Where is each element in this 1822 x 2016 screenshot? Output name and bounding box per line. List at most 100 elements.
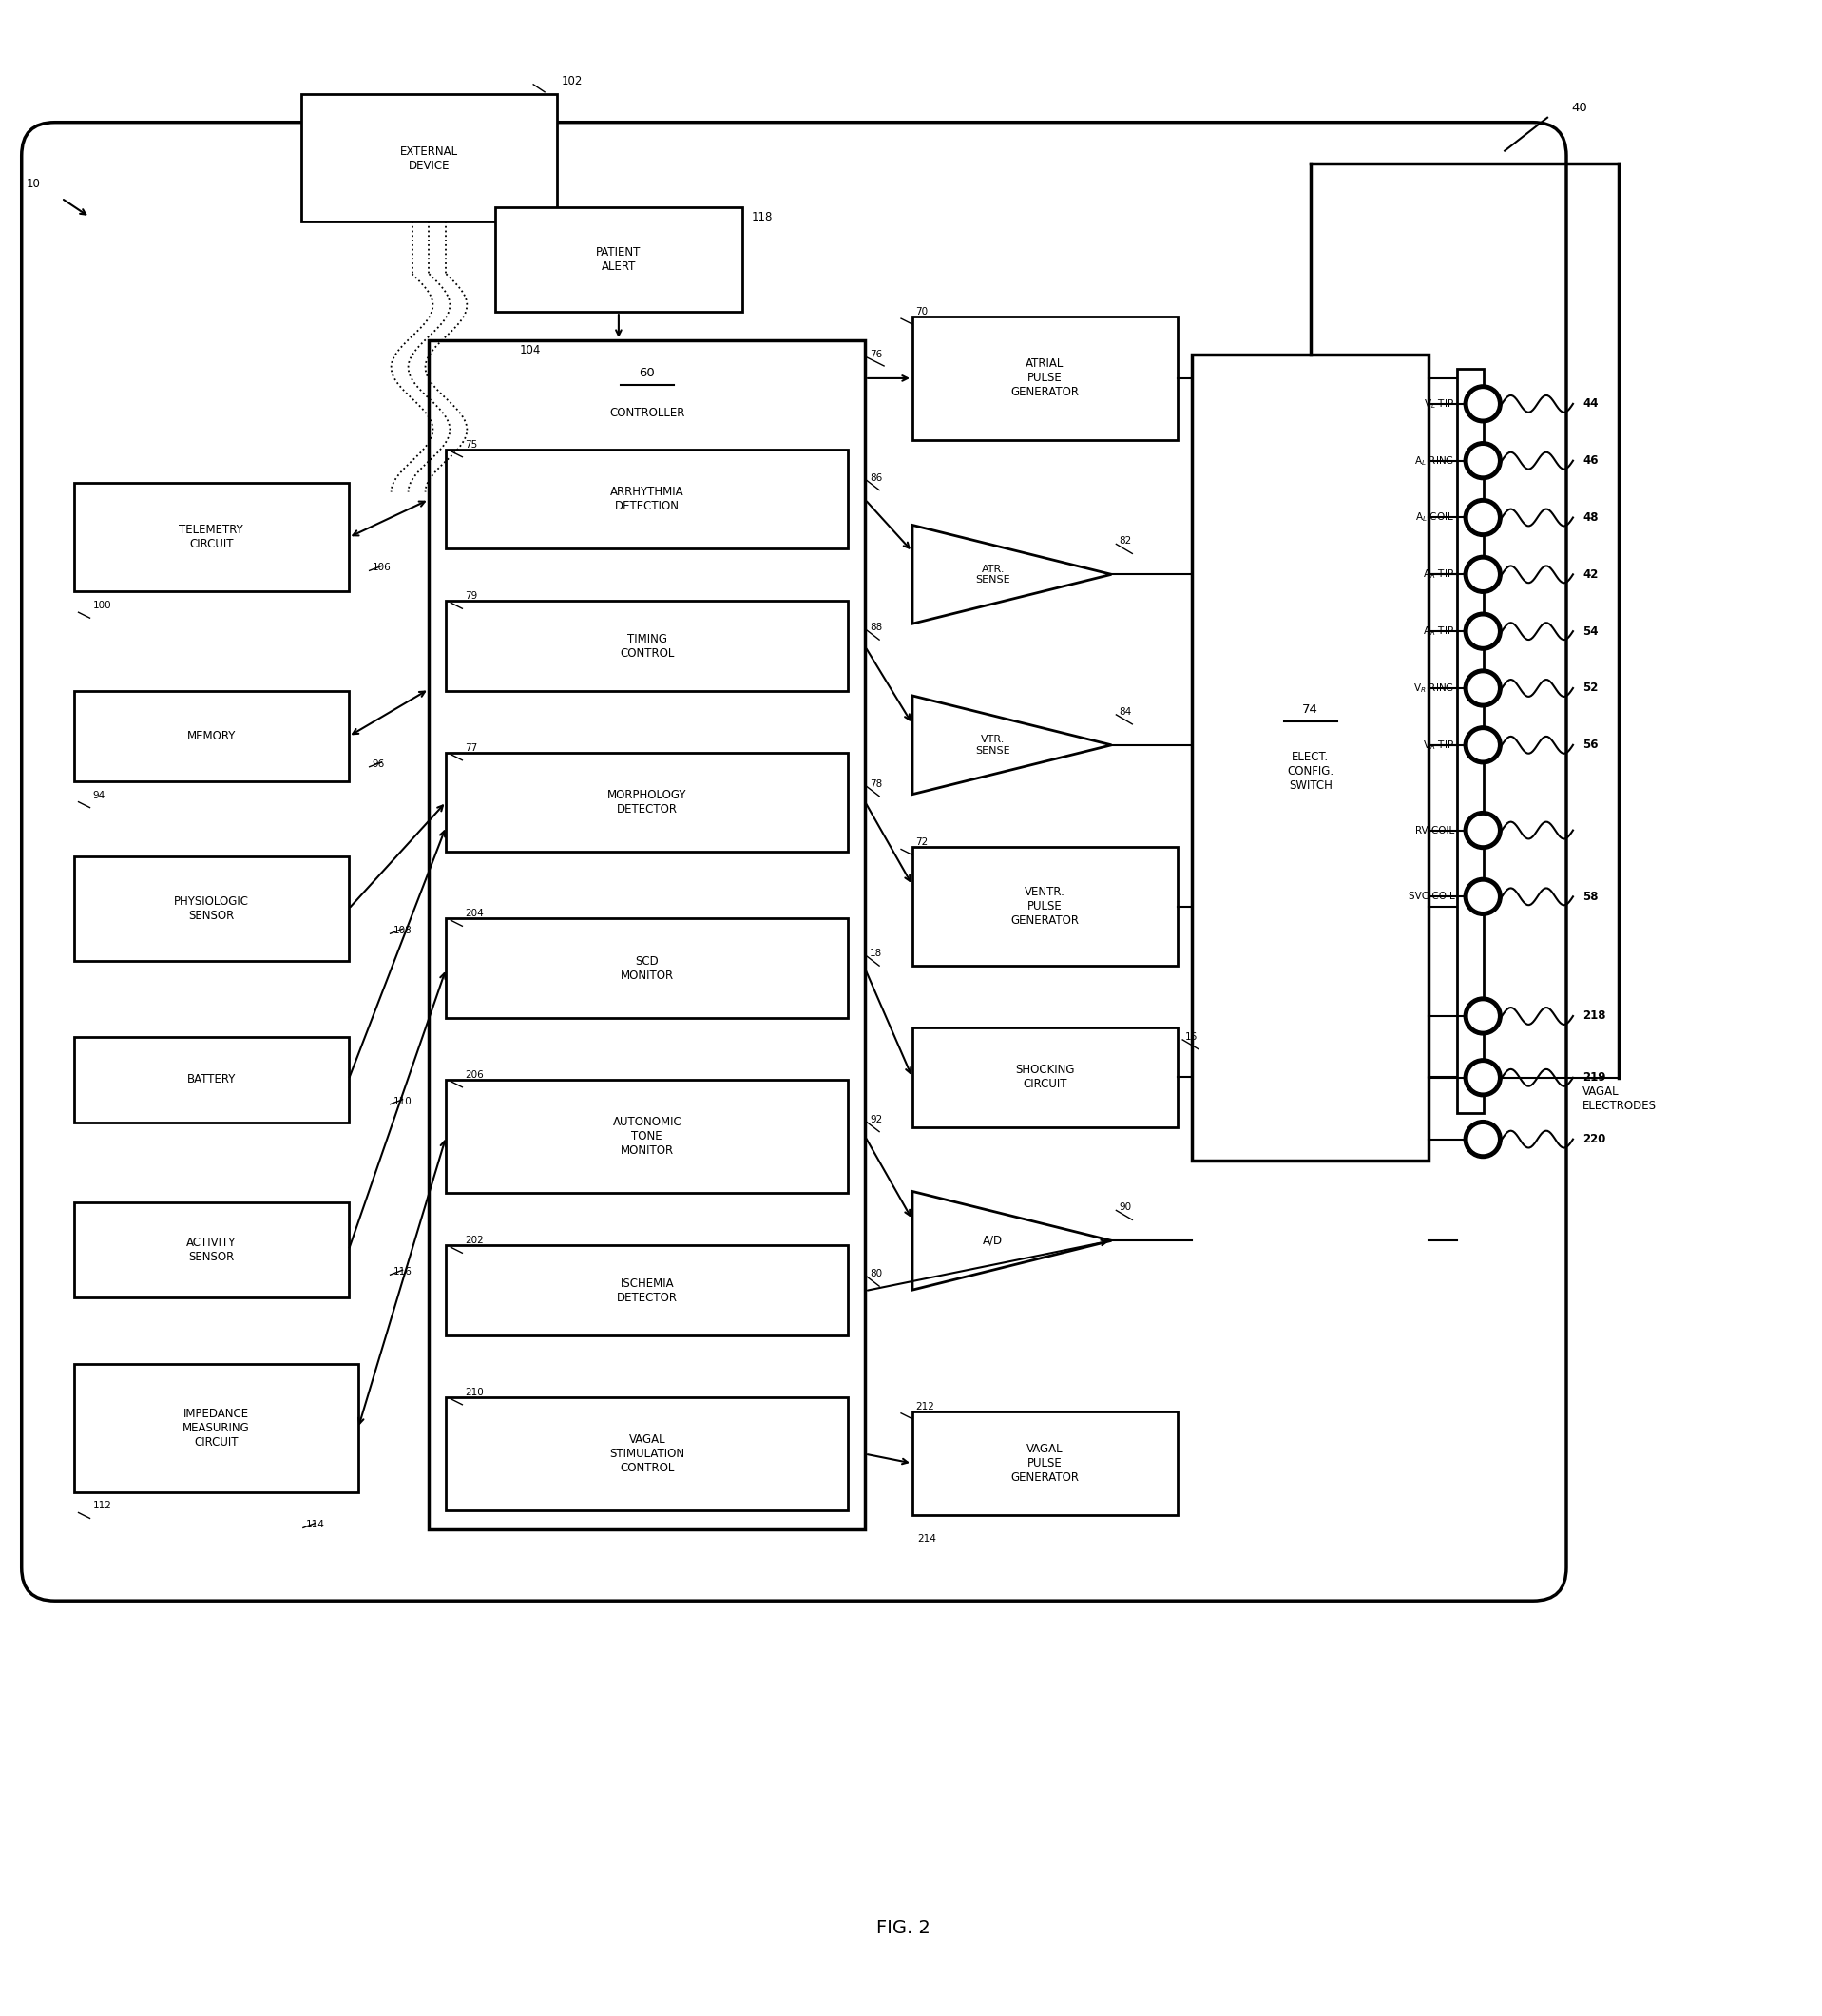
Bar — [73, 691, 348, 780]
Bar — [1192, 355, 1428, 1159]
Text: 100: 100 — [93, 601, 111, 611]
Bar — [73, 1036, 348, 1123]
FancyBboxPatch shape — [22, 123, 1567, 1601]
Text: 108: 108 — [394, 925, 412, 935]
Text: 80: 80 — [869, 1270, 882, 1278]
Text: 16: 16 — [1186, 1032, 1197, 1042]
Text: 40: 40 — [1571, 103, 1587, 115]
Text: VAGAL
PULSE
GENERATOR: VAGAL PULSE GENERATOR — [1011, 1443, 1079, 1484]
Text: 219: 219 — [1583, 1070, 1605, 1085]
Text: 56: 56 — [1583, 738, 1598, 752]
Text: 104: 104 — [519, 343, 541, 357]
Text: SCD
MONITOR: SCD MONITOR — [621, 956, 674, 982]
Text: BATTERY: BATTERY — [186, 1073, 235, 1087]
Bar — [446, 601, 847, 691]
Circle shape — [1463, 1121, 1501, 1159]
Circle shape — [1463, 556, 1501, 593]
Text: ARRHYTHMIA
DETECTION: ARRHYTHMIA DETECTION — [610, 486, 683, 512]
Text: SHOCKING
CIRCUIT: SHOCKING CIRCUIT — [1015, 1064, 1075, 1091]
Bar — [446, 450, 847, 548]
Circle shape — [1469, 1125, 1498, 1153]
Text: PHYSIOLOGIC
SENSOR: PHYSIOLOGIC SENSOR — [173, 895, 248, 921]
Circle shape — [1463, 613, 1501, 651]
Circle shape — [1469, 446, 1498, 476]
Text: 214: 214 — [916, 1534, 937, 1544]
Text: MORPHOLOGY
DETECTOR: MORPHOLOGY DETECTOR — [607, 788, 687, 816]
Bar — [446, 752, 847, 853]
Text: RV COIL: RV COIL — [1416, 825, 1454, 835]
Text: 74: 74 — [1303, 704, 1319, 716]
Text: AUTONOMIC
TONE
MONITOR: AUTONOMIC TONE MONITOR — [612, 1117, 681, 1157]
Text: VTR.
SENSE: VTR. SENSE — [975, 734, 1011, 756]
Text: V$_R$ RING: V$_R$ RING — [1414, 681, 1454, 696]
Polygon shape — [913, 524, 1111, 623]
Text: 212: 212 — [915, 1401, 935, 1411]
Circle shape — [1469, 389, 1498, 417]
Text: 96: 96 — [372, 760, 384, 768]
Bar — [430, 341, 865, 1530]
Circle shape — [1463, 498, 1501, 536]
Text: 58: 58 — [1583, 891, 1598, 903]
Circle shape — [1469, 883, 1498, 911]
Text: 118: 118 — [751, 212, 773, 224]
Bar — [913, 1028, 1177, 1127]
Text: 112: 112 — [93, 1502, 111, 1510]
Circle shape — [1463, 1058, 1501, 1097]
Circle shape — [1469, 504, 1498, 532]
Bar — [1458, 369, 1483, 1113]
Text: 202: 202 — [465, 1236, 485, 1246]
Text: CONTROLLER: CONTROLLER — [609, 407, 685, 419]
Text: A/D: A/D — [982, 1234, 1004, 1246]
Circle shape — [1463, 442, 1501, 480]
Text: EXTERNAL
DEVICE: EXTERNAL DEVICE — [401, 145, 457, 171]
Text: 204: 204 — [465, 909, 485, 919]
Circle shape — [1463, 998, 1501, 1034]
Bar — [73, 1204, 348, 1298]
Bar — [446, 919, 847, 1018]
Text: ATRIAL
PULSE
GENERATOR: ATRIAL PULSE GENERATOR — [1011, 357, 1079, 399]
Bar — [496, 208, 742, 312]
Text: V$_R$ TIP: V$_R$ TIP — [1423, 738, 1454, 752]
Text: 90: 90 — [1119, 1204, 1131, 1212]
Bar — [73, 482, 348, 591]
Bar — [73, 1365, 359, 1492]
Text: FIG. 2: FIG. 2 — [876, 1919, 929, 1937]
Text: VAGAL
STIMULATION
CONTROL: VAGAL STIMULATION CONTROL — [610, 1433, 685, 1474]
Text: PATIENT
ALERT: PATIENT ALERT — [596, 246, 641, 272]
Text: 75: 75 — [465, 439, 477, 450]
Circle shape — [1469, 1002, 1498, 1030]
Text: 102: 102 — [561, 75, 583, 89]
Circle shape — [1463, 385, 1501, 423]
Circle shape — [1463, 810, 1501, 849]
Text: ELECT.
CONFIG.
SWITCH: ELECT. CONFIG. SWITCH — [1286, 752, 1334, 792]
Circle shape — [1469, 816, 1498, 845]
Bar — [446, 1397, 847, 1510]
Text: 52: 52 — [1583, 681, 1598, 694]
Bar — [913, 847, 1177, 966]
Text: A$_R$ TIP: A$_R$ TIP — [1423, 569, 1454, 581]
Text: 110: 110 — [394, 1097, 412, 1107]
Text: 18: 18 — [869, 950, 882, 958]
Text: 92: 92 — [869, 1115, 882, 1125]
Text: MEMORY: MEMORY — [186, 730, 235, 742]
Text: A$_L$ COIL: A$_L$ COIL — [1416, 510, 1454, 524]
Text: VAGAL
ELECTRODES: VAGAL ELECTRODES — [1583, 1085, 1656, 1111]
Text: 72: 72 — [915, 839, 927, 847]
Text: 218: 218 — [1583, 1010, 1605, 1022]
Text: 42: 42 — [1583, 569, 1598, 581]
Text: 54: 54 — [1583, 625, 1598, 637]
Text: 88: 88 — [869, 623, 882, 633]
Text: 84: 84 — [1119, 708, 1131, 716]
Bar — [446, 1246, 847, 1335]
Text: 114: 114 — [306, 1520, 324, 1530]
Text: 44: 44 — [1583, 397, 1598, 409]
Bar — [73, 857, 348, 962]
Text: A$_R$ TIP: A$_R$ TIP — [1423, 625, 1454, 637]
Text: SVC COIL: SVC COIL — [1408, 891, 1454, 901]
Text: 76: 76 — [869, 351, 882, 359]
Circle shape — [1463, 726, 1501, 764]
Text: ISCHEMIA
DETECTOR: ISCHEMIA DETECTOR — [616, 1276, 678, 1304]
Text: 77: 77 — [465, 744, 477, 752]
Circle shape — [1469, 617, 1498, 645]
Circle shape — [1469, 560, 1498, 589]
